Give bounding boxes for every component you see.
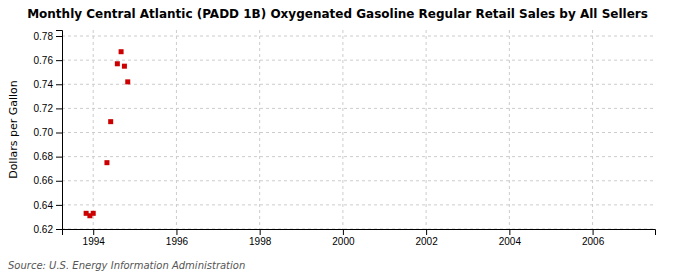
x-axis-tick-label: 1998 bbox=[249, 236, 272, 247]
y-axis-tick-label: 0.64 bbox=[34, 200, 54, 211]
y-axis-tick-label: 0.68 bbox=[34, 151, 54, 162]
y-axis-tick: 0.76 bbox=[34, 55, 62, 66]
grid-line-y bbox=[62, 60, 655, 61]
y-axis-tick-mark bbox=[56, 60, 62, 61]
y-axis-tick-label: 0.74 bbox=[34, 79, 54, 90]
grid bbox=[62, 30, 655, 229]
x-axis-tick-label: 1996 bbox=[166, 236, 189, 247]
grid-line-y bbox=[62, 108, 655, 109]
x-axis-tick-label: 2006 bbox=[582, 236, 605, 247]
y-axis-tick-label: 0.70 bbox=[34, 127, 54, 138]
y-axis-tick-label: 0.76 bbox=[34, 55, 54, 66]
y-axis-tick-mark bbox=[56, 157, 62, 158]
grid-line-x bbox=[426, 30, 427, 229]
point bbox=[115, 61, 120, 66]
grid-line-y bbox=[62, 132, 655, 133]
x-axis-tick-mark bbox=[426, 229, 427, 235]
y-axis-line bbox=[56, 31, 63, 230]
y-axis-tick-mark bbox=[56, 84, 62, 85]
y-axis-tick-label: 0.66 bbox=[34, 175, 54, 186]
y-axis-tick-label: 0.62 bbox=[34, 224, 54, 235]
y-axis-tick: 0.74 bbox=[34, 79, 62, 90]
grid-line-y bbox=[62, 204, 655, 205]
x-axis-tick-label: 1994 bbox=[83, 236, 106, 247]
y-axis-title: Dollars per Gallon bbox=[7, 80, 20, 179]
y-axis-tick-label: 0.72 bbox=[34, 103, 54, 114]
point bbox=[108, 119, 113, 124]
grid-line-y bbox=[62, 180, 655, 181]
grid-line-y bbox=[62, 36, 655, 37]
title: Monthly Central Atlantic (PADD 1B) Oxyge… bbox=[27, 7, 648, 21]
y-axis-tick: 0.66 bbox=[34, 175, 62, 186]
y-axis-tick-mark bbox=[56, 229, 62, 230]
x-axis-tick-mark bbox=[343, 229, 344, 235]
y-axis-tick: 0.62 bbox=[34, 224, 62, 235]
plot: 1994 1996 1998 2000 2002 2004 2006 0.62 0.64 0.66… bbox=[34, 30, 656, 247]
point bbox=[125, 79, 130, 84]
x-axis-tick-mark bbox=[593, 229, 594, 235]
x-axis-tick-label: 2002 bbox=[415, 236, 438, 247]
x-axis: 1994 1996 1998 2000 2002 2004 2006 bbox=[63, 229, 656, 247]
x-axis-tick: 2000 bbox=[332, 229, 355, 247]
y-axis-tick-mark bbox=[56, 133, 62, 134]
point bbox=[122, 64, 127, 69]
grid-line-x bbox=[342, 30, 343, 229]
x-axis-tick: 2004 bbox=[499, 229, 522, 247]
y-axis-tick: 0.78 bbox=[34, 31, 62, 42]
y-axis-tick: 0.70 bbox=[34, 127, 62, 138]
x-axis-tick-mark bbox=[260, 229, 261, 235]
y-axis-tick-mark bbox=[56, 108, 62, 109]
point bbox=[104, 160, 109, 165]
x-axis-tick: 1996 bbox=[166, 229, 189, 247]
x-axis-tick: 2002 bbox=[415, 229, 438, 247]
y-axis-tick: 0.64 bbox=[34, 200, 62, 211]
x-axis-tick: 2006 bbox=[582, 229, 605, 247]
x-axis-tick-label: 2000 bbox=[332, 236, 355, 247]
x-axis-tick-mark bbox=[93, 229, 94, 235]
x-axis-tick: 1998 bbox=[249, 229, 272, 247]
point bbox=[91, 211, 96, 216]
y-axis-tick: 0.68 bbox=[34, 151, 62, 162]
point bbox=[119, 49, 124, 54]
x-axis-tick: 1994 bbox=[83, 229, 106, 247]
chart: 1994 1996 1998 2000 2002 2004 2006 0.62 0.64 0.66… bbox=[0, 0, 675, 275]
grid-line-y bbox=[62, 84, 655, 85]
y-axis-tick-mark bbox=[56, 36, 62, 37]
grid-line-y bbox=[62, 156, 655, 157]
y-axis-tick-mark bbox=[56, 181, 62, 182]
points bbox=[84, 49, 131, 218]
grid-line-x bbox=[509, 30, 510, 229]
source-note: Source: U.S. Energy Information Administ… bbox=[8, 260, 245, 271]
y-axis-tick: 0.72 bbox=[34, 103, 62, 114]
x-axis-line bbox=[63, 230, 656, 236]
x-axis-tick-label: 2004 bbox=[499, 236, 522, 247]
x-axis-tick-mark bbox=[509, 229, 510, 235]
x-axis-tick-mark bbox=[176, 229, 177, 235]
y-axis-tick-label: 0.78 bbox=[34, 31, 54, 42]
y-axis-tick-mark bbox=[56, 205, 62, 206]
y-axis: 0.62 0.64 0.66 0.68 0.70 0.72 0.74 0.76 0.78 bbox=[34, 31, 63, 235]
